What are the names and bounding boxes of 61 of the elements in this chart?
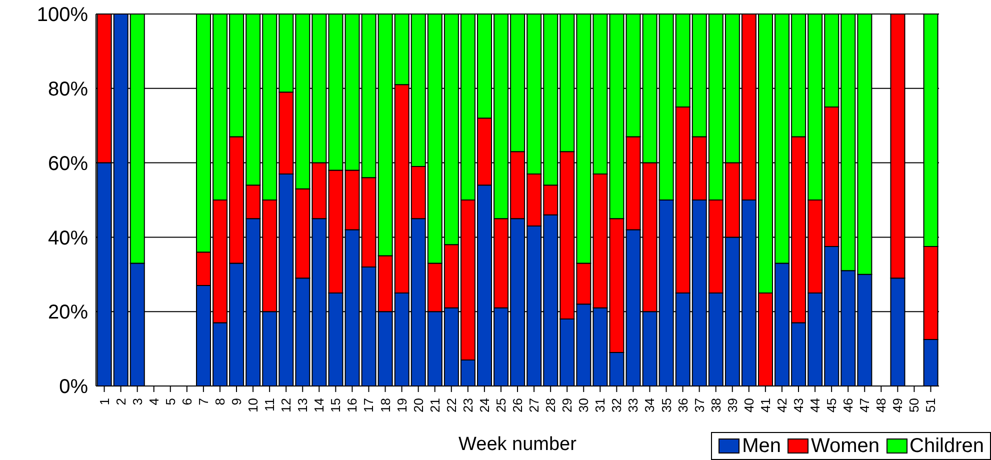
x-tick-label: 46	[840, 398, 856, 412]
x-tick-label: 50	[906, 398, 922, 412]
x-axis-title: Week number	[458, 434, 578, 455]
legend-label: Children	[910, 434, 984, 458]
y-tick-label: 20%	[48, 302, 88, 324]
x-tick-label: 48	[874, 398, 889, 412]
x-tick-label: 31	[592, 398, 608, 412]
x-tick-label: 30	[576, 398, 592, 412]
x-tick-label: 38	[708, 398, 724, 412]
y-tick-label: 60%	[48, 152, 88, 175]
x-tick-label: 8	[212, 398, 228, 406]
y-tick-label: 80%	[48, 78, 88, 100]
x-tick-label: 23	[460, 398, 476, 412]
x-tick-label: 27	[526, 398, 542, 412]
x-tick-label: 11	[262, 398, 278, 412]
x-tick-label: 9	[229, 398, 244, 406]
x-tick-label: 34	[642, 398, 658, 412]
x-tick-label: 28	[543, 398, 558, 412]
x-tick-label: 7	[196, 398, 211, 406]
x-tick-label: 43	[791, 398, 806, 412]
x-tick-label: 51	[923, 398, 938, 412]
x-tick-label: 33	[626, 398, 641, 412]
legend-label: Women	[810, 434, 880, 458]
x-tick-label: 12	[278, 398, 294, 412]
x-tick-label: 16	[344, 398, 360, 412]
y-tick-label: 0%	[59, 376, 88, 398]
x-tick-label: 14	[312, 398, 327, 412]
x-tick-label: 36	[675, 398, 690, 412]
x-tick-label: 47	[857, 398, 872, 412]
x-tick-label: 17	[361, 398, 376, 412]
x-tick-label: 18	[378, 398, 393, 412]
x-tick-label: 37	[692, 398, 707, 412]
x-tick-label: 20	[410, 398, 426, 412]
x-tick-label: 15	[328, 398, 344, 412]
x-tick-label: 5	[162, 398, 178, 406]
x-tick-label: 32	[609, 398, 624, 412]
x-tick-label: 4	[146, 398, 162, 406]
x-tick-label: 25	[493, 398, 508, 412]
x-tick-label: 45	[824, 398, 840, 412]
x-tick-label: 19	[394, 398, 410, 412]
x-tick-label: 6	[179, 398, 194, 406]
x-tick-label: 26	[510, 398, 525, 412]
x-tick-label: 49	[890, 398, 906, 412]
x-tick-label: 21	[427, 398, 442, 412]
x-tick-label: 3	[130, 398, 145, 406]
x-tick-label: 39	[724, 398, 740, 412]
x-tick-label: 29	[560, 398, 575, 412]
x-tick-label: 10	[246, 398, 261, 412]
x-tick-label: 13	[295, 398, 310, 412]
x-tick-label: 42	[774, 398, 790, 412]
x-tick-label: 1	[96, 398, 112, 406]
x-tick-label: 35	[658, 398, 674, 412]
x-tick-label: 40	[741, 398, 756, 412]
y-tick-label: 100%	[36, 4, 88, 26]
x-tick-label: 2	[113, 398, 128, 406]
x-tick-label: 22	[444, 398, 459, 412]
x-tick-label: 41	[758, 398, 773, 412]
x-tick-label: 44	[808, 398, 823, 412]
legend-label: Men	[742, 434, 781, 458]
x-tick-label: 24	[476, 398, 492, 412]
y-tick-label: 40%	[48, 227, 88, 250]
